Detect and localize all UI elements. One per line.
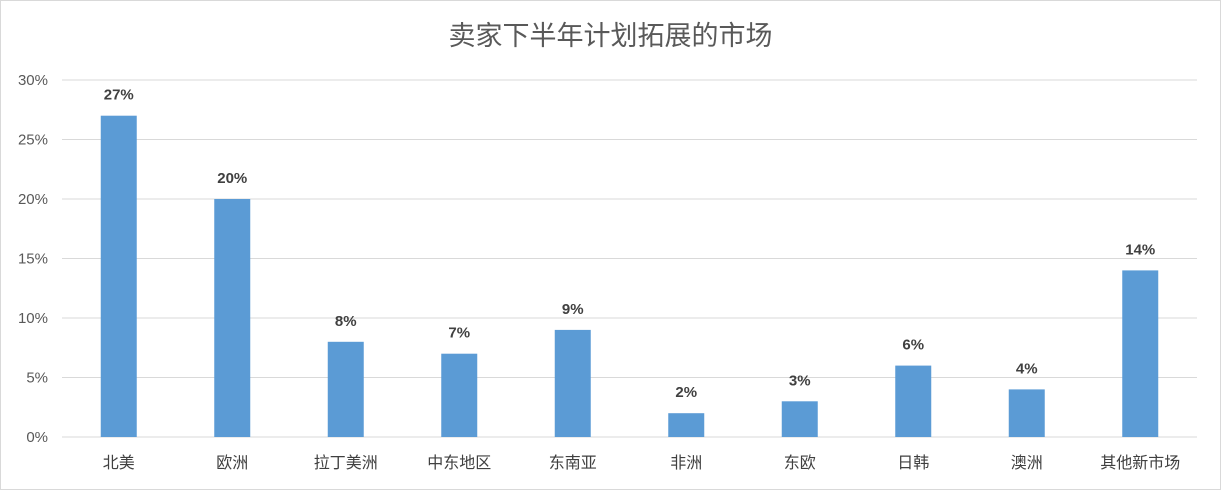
x-tick-label: 欧洲 — [216, 453, 248, 472]
data-label: 4% — [1016, 360, 1038, 377]
y-tick-label: 20% — [18, 191, 48, 208]
data-label: 6% — [902, 337, 924, 354]
x-tick-label: 澳洲 — [1011, 453, 1043, 472]
y-tick-label: 25% — [18, 132, 48, 149]
data-label: 27% — [104, 87, 134, 104]
x-tick-label: 中东地区 — [427, 453, 491, 472]
bar — [100, 115, 137, 437]
data-labels: 27% 20% 8% 7% 9% 2% 3% 6% 4% 14% — [104, 87, 1156, 402]
x-tick-label: 东南亚 — [549, 453, 597, 472]
bar — [781, 401, 818, 437]
y-tick-label: 15% — [18, 251, 48, 268]
bar — [1008, 389, 1045, 437]
data-label: 2% — [675, 384, 697, 401]
bar — [214, 199, 251, 437]
bars — [100, 115, 1159, 437]
data-label: 14% — [1125, 241, 1155, 258]
x-tick-label: 东欧 — [784, 453, 816, 472]
x-tick-label: 日韩 — [897, 453, 929, 472]
bar — [895, 365, 932, 437]
x-tick-label: 北美 — [103, 453, 135, 472]
chart-title: 卖家下半年计划拓展的市场 — [448, 21, 773, 52]
data-label: 8% — [335, 313, 357, 330]
bar — [1122, 270, 1159, 437]
y-axis-ticks: 0% 5% 10% 15% 20% 25% 30% — [18, 72, 48, 446]
data-label: 9% — [562, 301, 584, 318]
y-tick-label: 30% — [18, 72, 48, 89]
x-axis-labels: 北美 欧洲 拉丁美洲 中东地区 东南亚 非洲 东欧 日韩 澳洲 其他新市场 — [103, 453, 1181, 472]
y-tick-label: 5% — [26, 370, 48, 387]
data-label: 3% — [789, 372, 811, 389]
bar — [441, 353, 478, 437]
x-tick-label: 非洲 — [670, 453, 702, 472]
bar — [327, 341, 364, 437]
gridlines — [62, 79, 1197, 438]
data-label: 7% — [448, 325, 470, 342]
data-label: 20% — [217, 170, 247, 187]
y-tick-label: 0% — [26, 429, 48, 446]
bar — [554, 329, 591, 437]
x-tick-label: 拉丁美洲 — [314, 453, 378, 472]
bar — [668, 413, 705, 437]
y-tick-label: 10% — [18, 310, 48, 327]
x-tick-label: 其他新市场 — [1100, 453, 1180, 472]
